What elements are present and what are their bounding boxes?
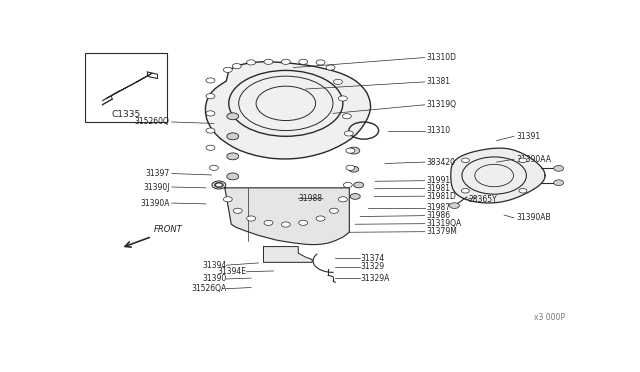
Circle shape	[264, 59, 273, 64]
Circle shape	[227, 153, 239, 160]
Circle shape	[461, 189, 469, 193]
Circle shape	[342, 114, 351, 119]
Text: 31329: 31329	[360, 262, 385, 271]
Circle shape	[216, 183, 222, 187]
Circle shape	[299, 220, 308, 225]
Circle shape	[333, 79, 342, 84]
Circle shape	[206, 145, 215, 150]
Text: 31329A: 31329A	[360, 273, 390, 283]
Circle shape	[206, 128, 215, 133]
Circle shape	[299, 59, 308, 64]
Text: 31391: 31391	[516, 132, 540, 141]
Circle shape	[330, 208, 339, 214]
Circle shape	[223, 67, 232, 73]
Text: 383420: 383420	[427, 158, 456, 167]
Circle shape	[350, 193, 360, 199]
Text: 31390AA: 31390AA	[516, 155, 551, 164]
Circle shape	[223, 197, 232, 202]
Circle shape	[316, 216, 325, 221]
Circle shape	[519, 189, 527, 193]
Circle shape	[346, 165, 355, 170]
Text: 31374: 31374	[360, 254, 385, 263]
Text: FRONT: FRONT	[154, 225, 182, 234]
Circle shape	[339, 197, 348, 202]
Circle shape	[348, 147, 360, 154]
Circle shape	[206, 94, 215, 99]
Circle shape	[344, 131, 353, 136]
Circle shape	[214, 182, 223, 187]
Text: 31379M: 31379M	[427, 227, 458, 236]
Circle shape	[264, 220, 273, 225]
Circle shape	[232, 64, 241, 69]
Text: 31991: 31991	[427, 176, 451, 185]
Circle shape	[354, 182, 364, 188]
Circle shape	[344, 182, 352, 187]
Text: 31986: 31986	[427, 211, 451, 220]
Circle shape	[246, 60, 255, 65]
Text: 31526QA: 31526QA	[191, 284, 227, 293]
Circle shape	[519, 158, 527, 163]
Polygon shape	[225, 188, 349, 244]
Circle shape	[212, 181, 226, 189]
Circle shape	[282, 222, 291, 227]
Circle shape	[282, 59, 291, 64]
Circle shape	[246, 216, 255, 221]
Polygon shape	[451, 148, 545, 203]
Circle shape	[554, 166, 564, 171]
Polygon shape	[264, 247, 312, 262]
Circle shape	[233, 208, 242, 214]
Text: 31319QA: 31319QA	[427, 219, 462, 228]
Circle shape	[316, 60, 325, 65]
Circle shape	[449, 203, 460, 208]
Text: 31390A: 31390A	[140, 199, 170, 208]
Text: 31390J: 31390J	[143, 183, 170, 192]
Text: C1335: C1335	[111, 110, 141, 119]
Circle shape	[227, 133, 239, 140]
Polygon shape	[106, 77, 145, 99]
Text: 31397: 31397	[145, 169, 170, 178]
Text: 31319Q: 31319Q	[427, 100, 457, 109]
Circle shape	[326, 65, 335, 70]
Text: 31310: 31310	[427, 126, 451, 135]
Text: 31987: 31987	[427, 203, 451, 212]
Circle shape	[461, 158, 469, 163]
Circle shape	[209, 165, 218, 170]
Circle shape	[206, 111, 215, 116]
Text: 31310D: 31310D	[427, 53, 457, 62]
Text: 315260Q: 315260Q	[135, 118, 170, 126]
Text: 31390: 31390	[202, 275, 227, 283]
Text: 31381: 31381	[427, 77, 451, 86]
Text: 31394E: 31394E	[217, 267, 246, 276]
Circle shape	[227, 173, 239, 180]
Circle shape	[349, 166, 359, 172]
Circle shape	[227, 113, 239, 120]
Text: 28365Y: 28365Y	[469, 195, 498, 204]
Circle shape	[339, 96, 348, 101]
Text: x3 000P: x3 000P	[534, 314, 565, 323]
Circle shape	[554, 180, 564, 186]
Polygon shape	[205, 62, 371, 159]
Text: 31988: 31988	[298, 194, 323, 203]
Text: 31394: 31394	[202, 261, 227, 270]
Text: 31981D: 31981D	[427, 192, 456, 201]
Circle shape	[206, 78, 215, 83]
Text: 31390AB: 31390AB	[516, 214, 550, 222]
FancyBboxPatch shape	[85, 53, 167, 122]
Circle shape	[346, 148, 355, 153]
Text: 31981: 31981	[427, 184, 451, 193]
